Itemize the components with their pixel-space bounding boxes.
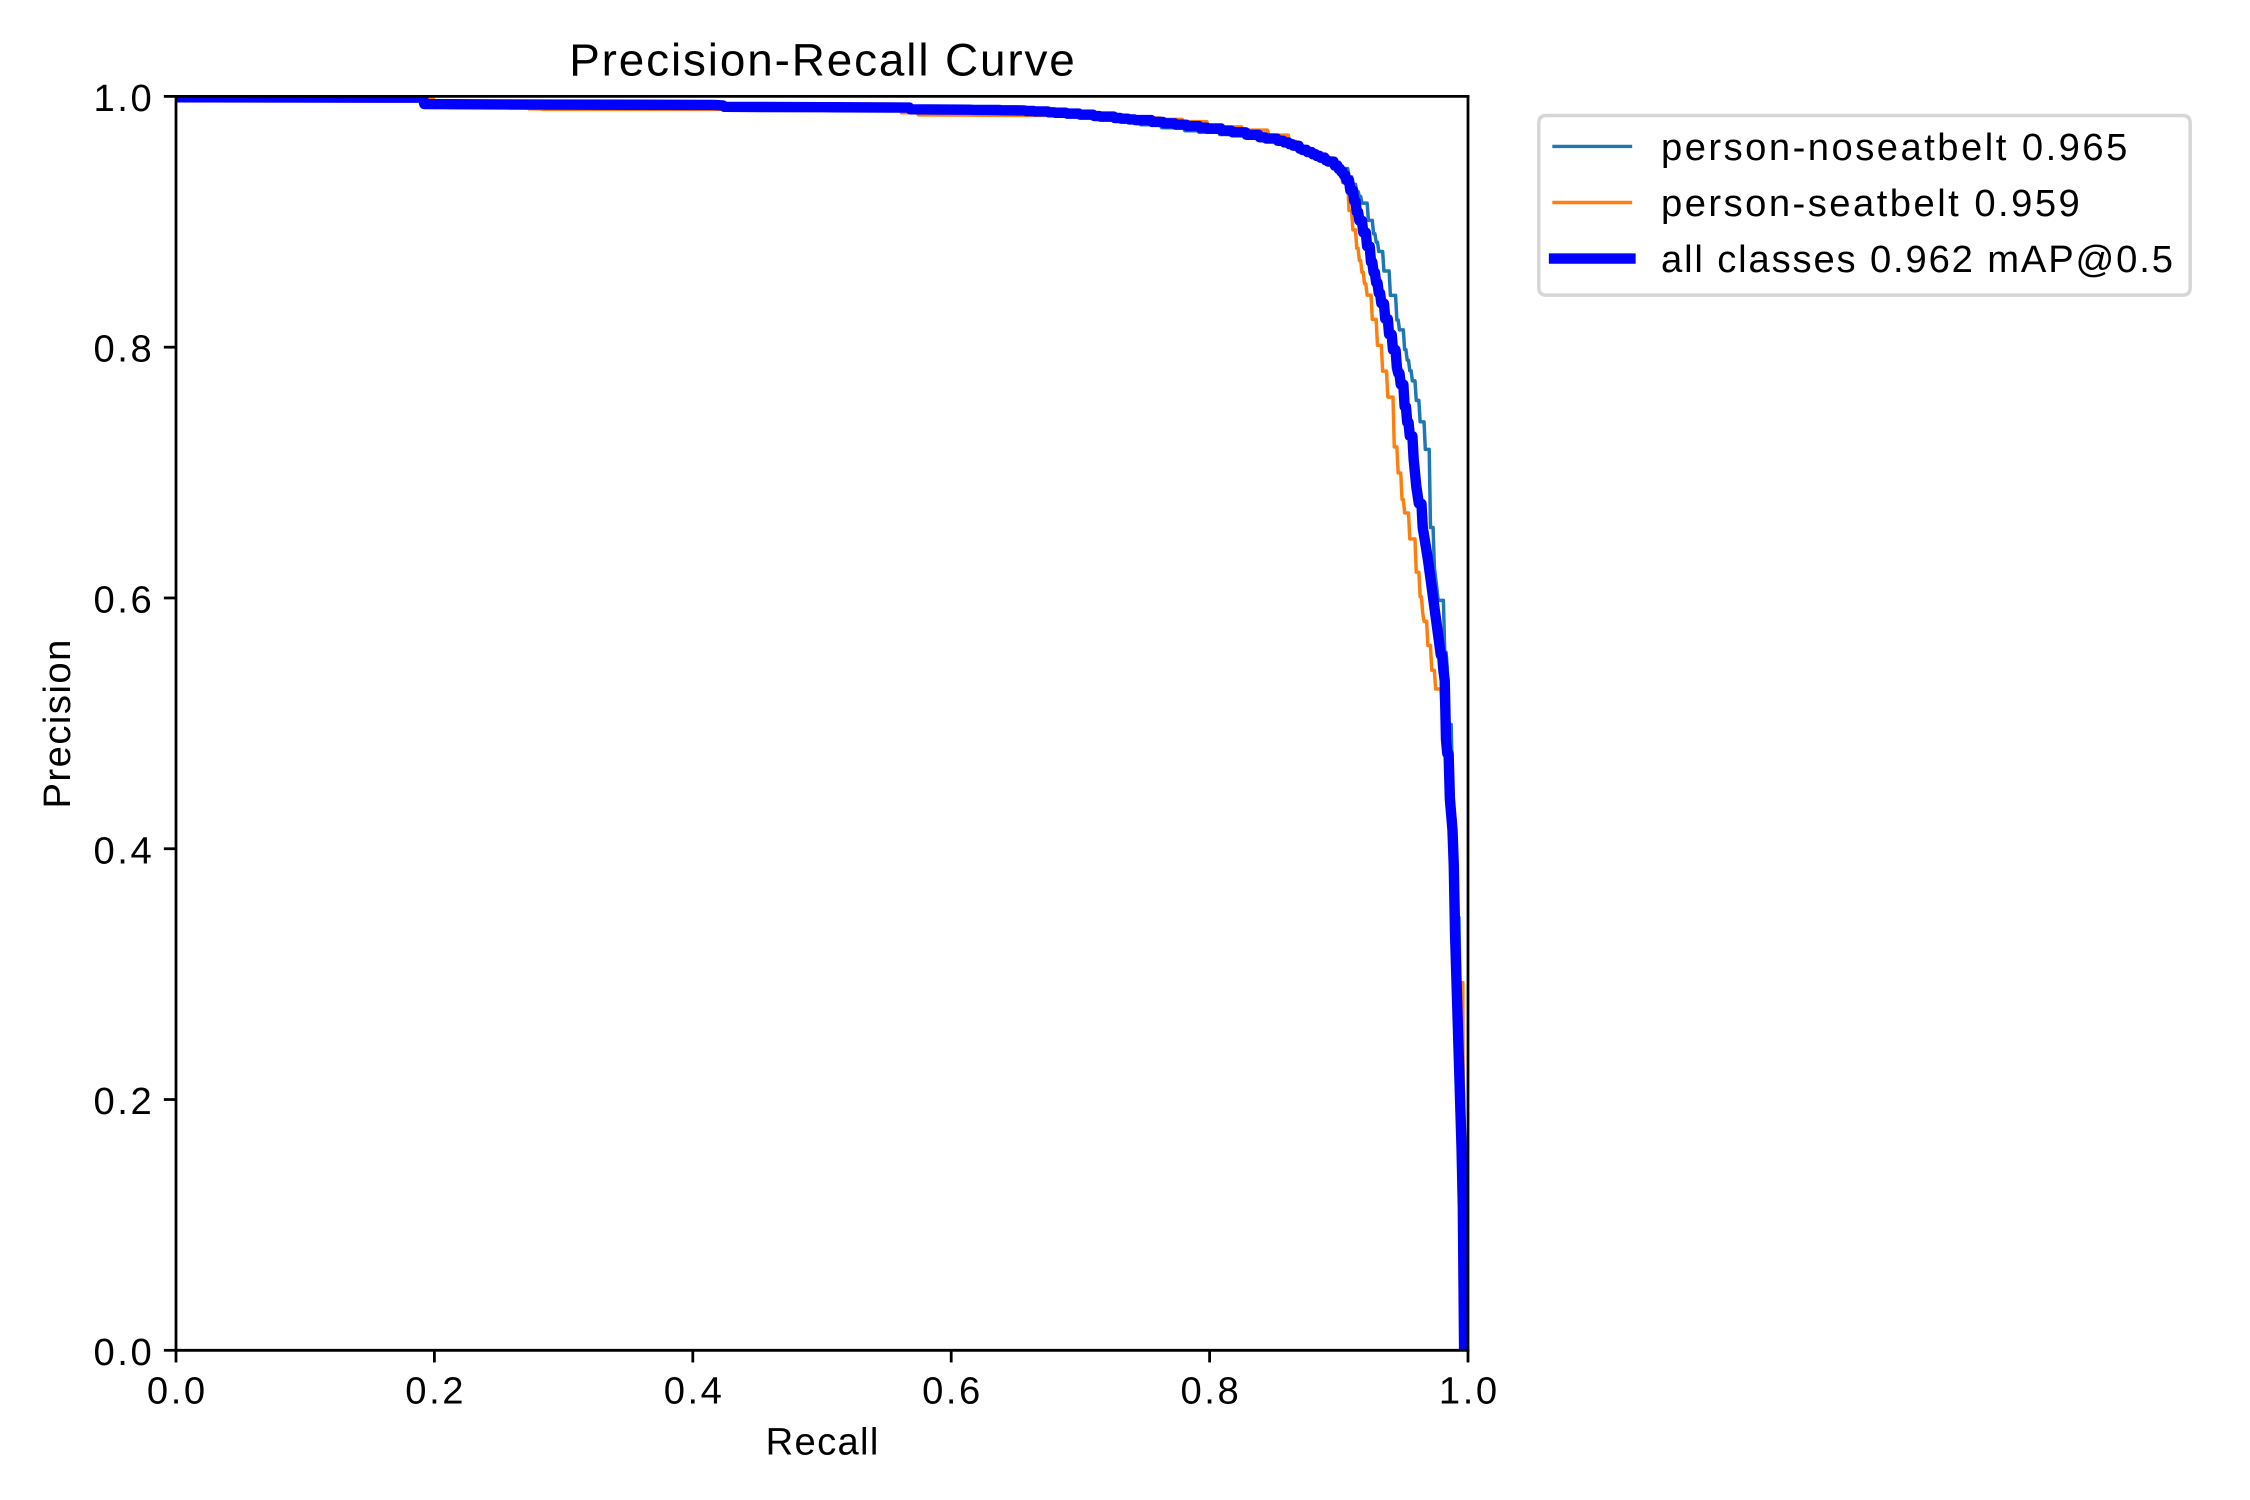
svg-text:Precision: Precision	[36, 638, 79, 808]
svg-text:1.0: 1.0	[1439, 1370, 1500, 1413]
svg-text:1.0: 1.0	[94, 77, 155, 120]
svg-text:Recall: Recall	[766, 1420, 880, 1463]
svg-text:0.6: 0.6	[922, 1370, 983, 1413]
svg-text:0.0: 0.0	[147, 1370, 208, 1413]
svg-text:all classes 0.962 mAP@0.5: all classes 0.962 mAP@0.5	[1661, 238, 2175, 281]
svg-text:0.4: 0.4	[94, 829, 155, 872]
svg-text:0.8: 0.8	[1181, 1370, 1242, 1413]
svg-text:0.6: 0.6	[94, 578, 155, 621]
svg-text:0.0: 0.0	[94, 1331, 155, 1374]
svg-text:0.2: 0.2	[94, 1080, 155, 1123]
svg-text:person-seatbelt 0.959: person-seatbelt 0.959	[1661, 182, 2082, 225]
svg-text:0.8: 0.8	[94, 328, 155, 371]
svg-text:0.2: 0.2	[405, 1370, 466, 1413]
svg-text:0.4: 0.4	[664, 1370, 725, 1413]
svg-text:Precision-Recall Curve: Precision-Recall Curve	[569, 35, 1076, 86]
svg-text:person-noseatbelt 0.965: person-noseatbelt 0.965	[1661, 126, 2130, 169]
